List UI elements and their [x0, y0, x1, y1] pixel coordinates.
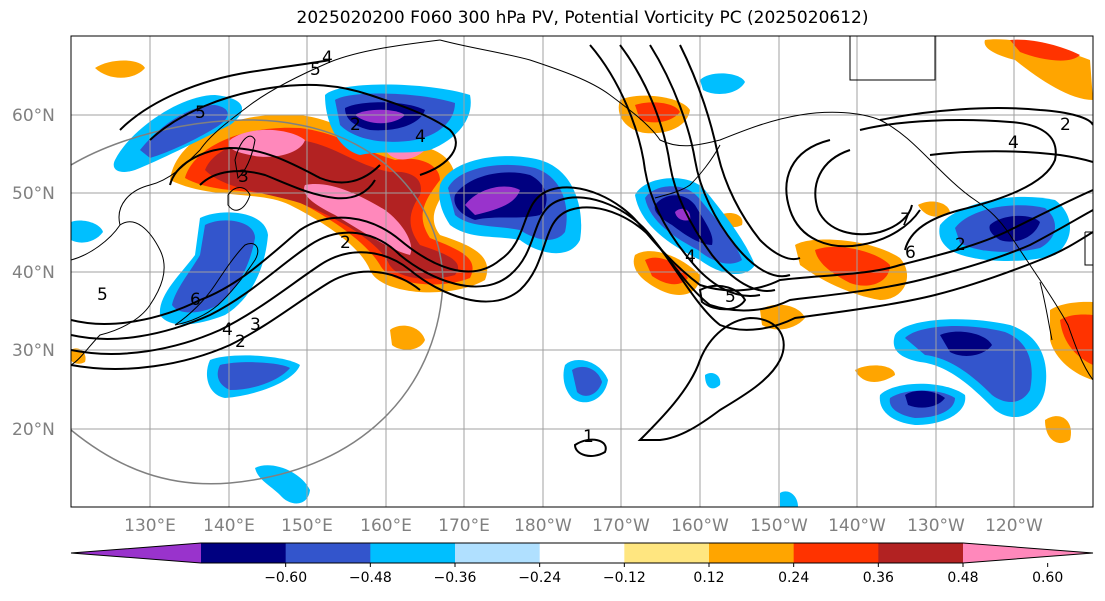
negative-anomaly-region — [217, 362, 290, 390]
colorbar-tick-label: 0.36 — [863, 570, 894, 586]
contour-label: 5 — [195, 103, 206, 123]
lat-label: 30°N — [12, 341, 55, 361]
lon-label: 140°W — [828, 516, 886, 536]
positive-anomaly-region — [1045, 416, 1071, 444]
latitude-labels: 60°N 50°N 40°N 30°N 20°N — [12, 106, 55, 440]
colorbar-segment — [878, 543, 964, 563]
contour-label: 4 — [322, 48, 333, 68]
lon-label: 150°E — [281, 516, 333, 536]
contour-label: 3 — [238, 167, 249, 187]
lat-label: 40°N — [12, 263, 55, 283]
lon-label: 150°W — [750, 516, 808, 536]
colorbar-tick-label: −0.36 — [434, 570, 477, 586]
pv-anomaly-shading — [71, 39, 1093, 507]
colorbar-tick-label: −0.24 — [518, 570, 561, 586]
colorbar-tick-label: 0.60 — [1032, 570, 1063, 586]
contour-label: 6 — [190, 290, 201, 310]
positive-anomaly-region — [645, 257, 688, 285]
colorbar-tick-label: −0.48 — [349, 570, 392, 586]
lon-label: 130°W — [907, 516, 965, 536]
lat-label: 60°N — [12, 106, 55, 126]
contour-labels: 5 4 3 2 1 5 4 2 6 7 2 4 2 4 5 4 3 2 5 6 — [97, 48, 1071, 447]
contour-label: 1 — [583, 427, 594, 447]
colorbar-segment — [539, 543, 625, 563]
contour-label: 4 — [685, 247, 696, 267]
contour-label: 2 — [350, 115, 361, 135]
lon-label: 130°E — [124, 516, 176, 536]
contour-label: 5 — [725, 287, 736, 307]
colorbar-tick-label: 0.24 — [778, 570, 809, 586]
colorbar-segment — [455, 543, 541, 563]
positive-anomaly-region — [815, 246, 890, 286]
contour-label: 4 — [1008, 133, 1019, 153]
positive-anomaly-region — [855, 365, 895, 382]
contour-label: 5 — [97, 285, 108, 305]
lon-label: 140°E — [203, 516, 255, 536]
contour-label: 2 — [235, 332, 246, 352]
lon-label: 120°W — [985, 516, 1043, 536]
contour-label: 2 — [340, 233, 351, 253]
negative-anomaly-region — [140, 105, 228, 158]
negative-anomaly-region — [905, 326, 1032, 402]
contour-label: 7 — [900, 210, 911, 230]
map-plot-area: 5 4 3 2 1 5 4 2 6 7 2 4 2 4 5 4 3 2 5 6 — [71, 36, 1093, 507]
contour-label: 2 — [955, 235, 966, 255]
colorbar-segment — [709, 543, 795, 563]
positive-anomaly-region — [95, 60, 145, 78]
colorbar-tick-label: −0.60 — [264, 570, 307, 586]
colorbar-tick-label: −0.12 — [603, 570, 646, 586]
lat-label: 20°N — [12, 420, 55, 440]
contour-label: 4 — [415, 127, 426, 147]
colorbar-tick-label: 0.48 — [947, 570, 978, 586]
contour-label: 4 — [222, 320, 233, 340]
colorbar-extension-high — [963, 543, 1093, 563]
negative-anomaly-region — [172, 220, 255, 313]
colorbar-segment — [370, 543, 456, 563]
colorbar-segment — [793, 543, 879, 563]
negative-anomaly-region — [71, 220, 103, 243]
colorbar-extension-low — [71, 543, 201, 563]
colorbar-segment — [201, 543, 287, 563]
colorbar: −0.60 −0.48 −0.36 −0.24 −0.12 0.12 0.24 0.36 0.4… — [70, 542, 1094, 586]
negative-anomaly-region — [255, 465, 310, 504]
negative-anomaly-region — [905, 390, 945, 408]
negative-anomaly-region — [700, 73, 745, 94]
colorbar-tick-label: 0.12 — [693, 570, 724, 586]
negative-anomaly-region — [780, 491, 798, 507]
negative-anomaly-region — [572, 366, 602, 396]
negative-anomaly-region — [705, 373, 721, 389]
negative-anomaly-region — [465, 186, 520, 215]
contour-label: 3 — [250, 315, 261, 335]
contour-label: 5 — [310, 60, 321, 80]
negative-anomaly-region — [355, 109, 405, 124]
contour-label: 2 — [1060, 115, 1071, 135]
lon-label: 170°W — [592, 516, 650, 536]
map-title: 2025020200 F060 300 hPa PV, Potential Vo… — [296, 8, 869, 28]
colorbar-segment — [285, 543, 371, 563]
lat-label: 50°N — [12, 184, 55, 204]
lon-label: 160°E — [360, 516, 412, 536]
longitude-labels: 130°E 140°E 150°E 160°E 170°E 180°W 170°… — [124, 516, 1043, 536]
map-frame — [70, 35, 1094, 508]
positive-anomaly-region — [918, 201, 950, 217]
positive-anomaly-region — [390, 325, 425, 350]
lon-label: 170°E — [438, 516, 490, 536]
contour-label: 6 — [905, 243, 916, 263]
positive-anomaly-region — [1010, 39, 1080, 61]
lon-label: 180°W — [514, 516, 572, 536]
colorbar-outline — [70, 542, 1094, 564]
colorbar-segment — [624, 543, 710, 563]
coastlines — [71, 36, 1093, 381]
lon-label: 160°W — [671, 516, 729, 536]
pv-contours — [71, 44, 1093, 457]
